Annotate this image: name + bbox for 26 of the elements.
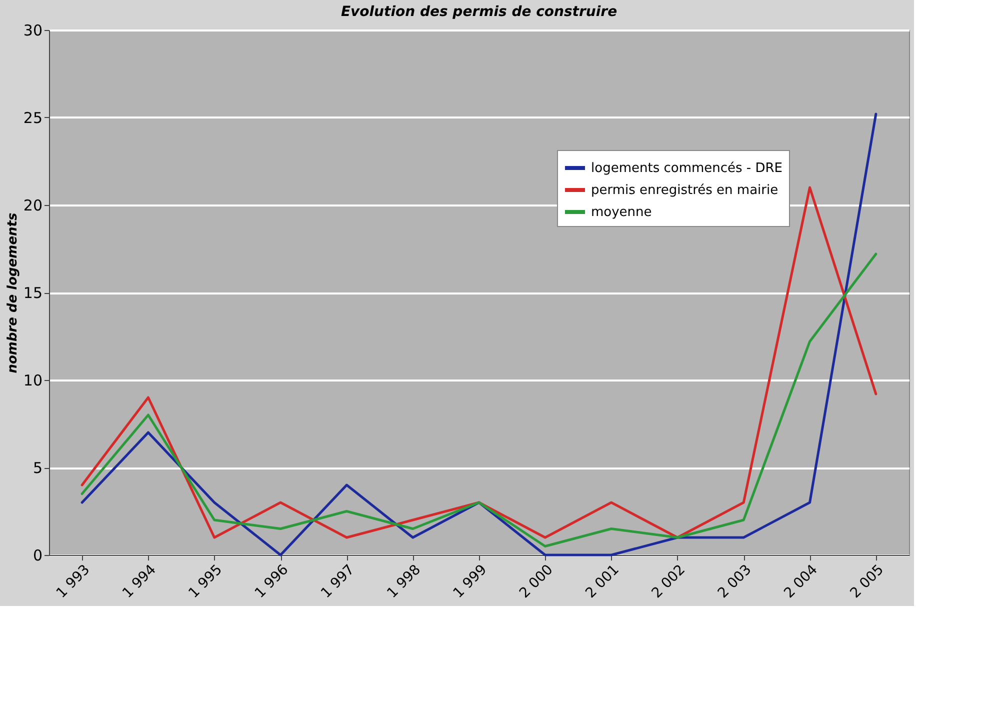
x-tick-label: 1 993: [54, 562, 94, 602]
line-series: [80, 252, 878, 548]
x-tick-label: 1 994: [120, 562, 160, 602]
y-tick-label: 20: [23, 196, 42, 214]
x-tick-label: 1 996: [252, 562, 292, 602]
x-tick-label: 2 004: [781, 562, 821, 602]
x-tick-label: 2 005: [847, 562, 888, 602]
y-tick-label: 15: [23, 284, 42, 302]
x-tick-label: 2 002: [648, 562, 689, 602]
line-series: [80, 112, 878, 556]
x-tick-label: 2 000: [516, 562, 556, 602]
x-tick-label: 1 998: [384, 562, 424, 602]
legend-label: logements commencés - DRE: [591, 161, 783, 176]
y-tick-label: 5: [32, 459, 42, 477]
x-tick-label: 1 999: [450, 562, 490, 602]
y-tick-label: 10: [23, 372, 42, 390]
x-tick-label: 2 003: [715, 562, 755, 602]
x-tick-label: 1 995: [186, 562, 226, 602]
y-axis-title: nombre de logements: [5, 212, 20, 374]
x-tick-label: 2 001: [582, 562, 622, 602]
y-tick-label: 25: [23, 109, 42, 127]
y-tick-label: 0: [32, 546, 42, 564]
y-tick-label: 30: [23, 22, 42, 40]
legend-label: moyenne: [591, 205, 652, 220]
legend-label: permis enregistrés en mairie: [591, 183, 778, 198]
chart-title: Evolution des permis de construire: [340, 4, 618, 20]
